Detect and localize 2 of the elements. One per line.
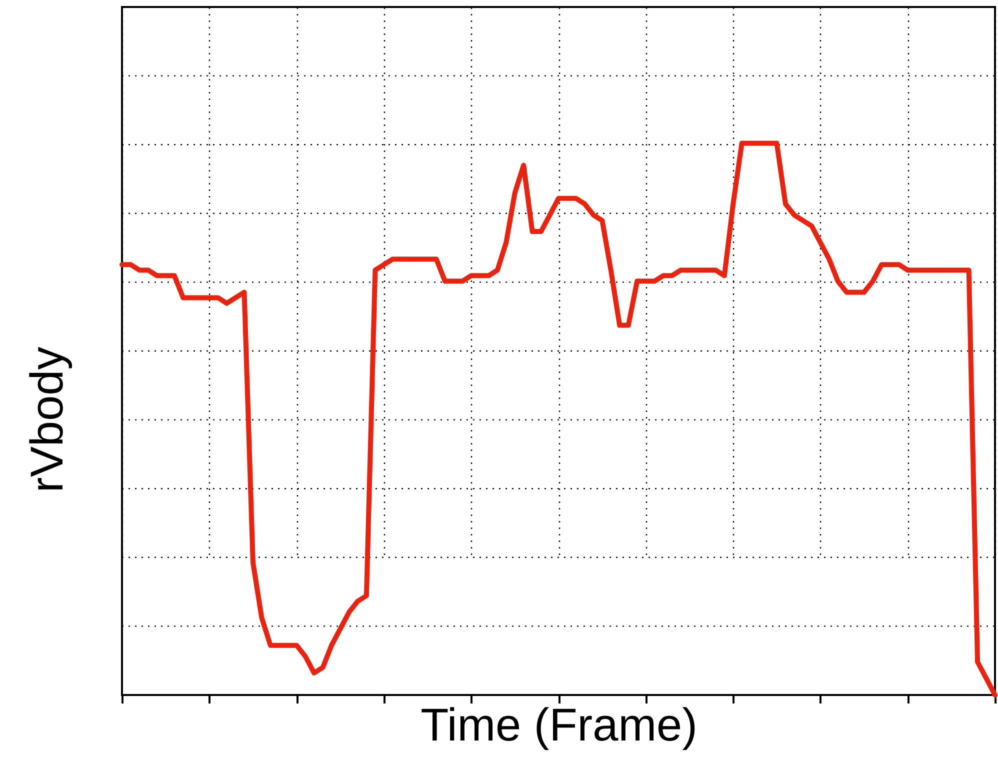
x-axis-title: Time (Frame) xyxy=(420,698,698,750)
y-axis-title: rVbody xyxy=(20,346,72,492)
